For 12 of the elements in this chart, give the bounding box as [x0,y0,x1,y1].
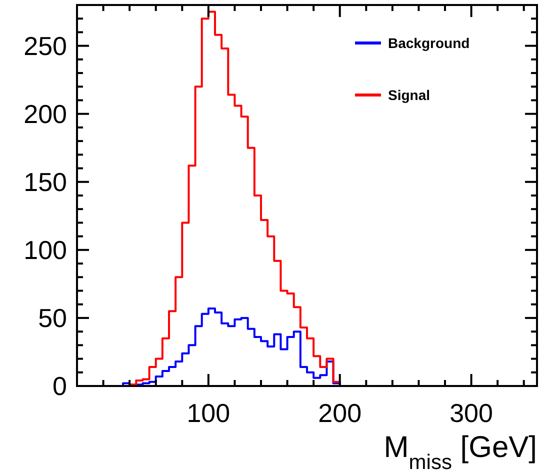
legend-label: Signal [388,87,430,103]
y-tick-label: 250 [24,30,67,61]
y-tick-label: 150 [24,166,67,197]
y-tick-label: 50 [38,302,67,333]
y-tick-label: 0 [52,371,67,401]
x-tick-label: 200 [318,398,362,428]
x-axis-title: M$_{miss}$ [GeV] [384,431,537,473]
legend-label: Background [388,35,470,51]
x-tick-label: 100 [186,398,230,428]
x-tick-label: 300 [450,398,493,428]
y-tick-label: 100 [24,234,67,265]
y-tick-label: 200 [24,98,67,129]
